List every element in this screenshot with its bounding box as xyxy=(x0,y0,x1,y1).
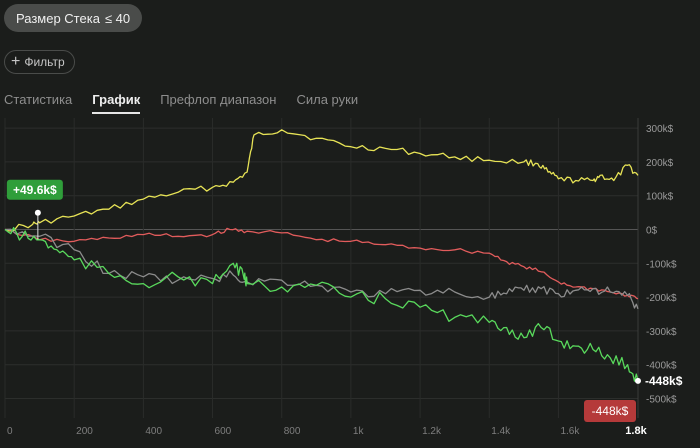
x-tick-label: 1k xyxy=(353,426,365,437)
add-filter-label: Фильтр xyxy=(24,55,65,69)
x-tick-label: 200 xyxy=(76,426,93,437)
series-line-red xyxy=(4,227,639,300)
y-tick-label: 0$ xyxy=(646,226,658,237)
y-tick-label: 200k$ xyxy=(646,158,674,169)
y-tick-label: -100k$ xyxy=(646,259,677,270)
x-tick-label: 1.2k xyxy=(422,426,442,437)
final-value-badge-label: -448k$ xyxy=(592,404,629,418)
peak-badge xyxy=(6,179,63,200)
y-tick-label: -200k$ xyxy=(646,293,677,304)
series-line-gray xyxy=(4,228,639,310)
series-line-green xyxy=(4,226,639,382)
stack-size-filter-op: ≤ 40 xyxy=(104,10,131,26)
stack-size-filter-pill[interactable]: Размер Стека ≤ 40 xyxy=(4,4,143,32)
x-tick-label: 400 xyxy=(145,426,162,437)
x-tick-label: 0 xyxy=(7,426,13,437)
add-filter-button[interactable]: + Фильтр xyxy=(4,50,75,74)
y-tick-label: -400k$ xyxy=(646,361,677,372)
end-marker-dot xyxy=(635,377,641,384)
tab-hand-strength[interactable]: Сила руки xyxy=(296,92,359,107)
peak-badge-label: +49.6k$ xyxy=(13,183,57,197)
tab-graph[interactable]: График xyxy=(92,92,141,114)
plus-icon: + xyxy=(11,53,21,70)
series-line-yellow xyxy=(4,129,639,232)
tab-bar: Статистика График Префлоп диапазон Сила … xyxy=(4,92,378,114)
x-end-label: 1.8k xyxy=(625,425,647,437)
tab-preflop-range[interactable]: Префлоп диапазон xyxy=(160,92,277,107)
x-tick-label: 1.4k xyxy=(491,426,511,437)
tab-statistics[interactable]: Статистика xyxy=(4,92,73,107)
final-value-badge xyxy=(584,400,636,422)
y-tick-label: -500k$ xyxy=(646,394,677,405)
x-tick-label: 1.6k xyxy=(560,426,580,437)
y-tick-label: 300k$ xyxy=(646,124,674,135)
end-value-label: -448k$ xyxy=(645,374,683,388)
stack-size-filter-label: Размер Стека xyxy=(16,10,100,26)
y-tick-label: 100k$ xyxy=(646,192,674,203)
x-tick-label: 600 xyxy=(215,426,232,437)
peak-marker-dot xyxy=(34,209,41,216)
x-tick-label: 800 xyxy=(284,426,301,437)
y-tick-label: -300k$ xyxy=(646,327,677,338)
